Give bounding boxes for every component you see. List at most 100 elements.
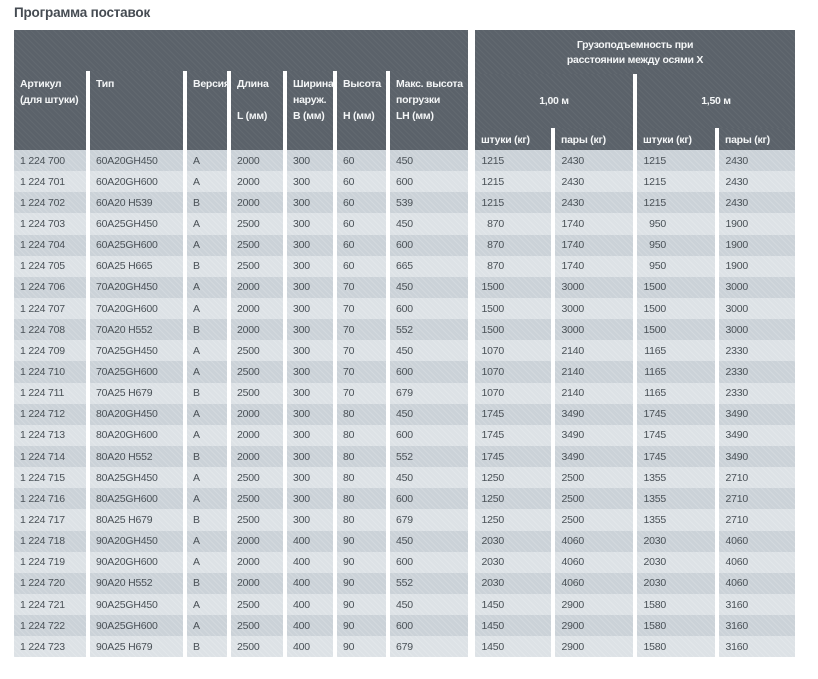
table-cell: 300 [287, 509, 333, 531]
table-cell: 2900 [555, 593, 633, 616]
table-cell: 1900 [719, 255, 795, 277]
table-cell: 2430 [719, 150, 795, 172]
table-cell: 2900 [555, 636, 633, 658]
table-cell: 1500 [475, 297, 551, 320]
table-cell: 1450 [475, 615, 551, 637]
table-cell: 80 [337, 445, 386, 468]
table-cell: 80A25 H679 [90, 509, 183, 531]
table-cell: 950 [637, 234, 715, 256]
table-cell: 70A20GH600 [90, 297, 183, 320]
table-cell: 1 224 709 [14, 340, 86, 362]
table-cell: 1 224 705 [14, 255, 86, 277]
cell-value: 1165 [644, 344, 666, 357]
table-cell: 1580 [637, 615, 715, 637]
cell-value: 1070 [481, 365, 504, 378]
cell-value: 2430 [725, 196, 748, 209]
table-cell: 400 [287, 593, 333, 616]
table-cell: 3160 [719, 636, 795, 658]
col-header-line: Тип [96, 78, 115, 90]
table-cell: 1165 [637, 361, 715, 383]
table-cell: B [187, 382, 227, 404]
table-cell: B [187, 192, 227, 214]
table-cell: 1 224 708 [14, 319, 86, 341]
table-cell: 90 [337, 551, 386, 573]
table-cell: 1 224 719 [14, 551, 86, 573]
cell-value: 2710 [725, 492, 748, 505]
cell-value: 1215 [643, 175, 666, 188]
cell-value: 2500 [561, 471, 584, 484]
table-cell: 300 [287, 276, 333, 298]
table-cell: 60A20 H539 [90, 192, 183, 214]
table-cell: 90 [337, 530, 386, 552]
table-cell: 1 224 716 [14, 488, 86, 510]
table-cell: 870 [475, 255, 551, 277]
table-cell: 3490 [555, 403, 633, 425]
table-cell: 679 [390, 509, 468, 531]
table-cell: A [187, 234, 227, 256]
table-cell: 1 224 721 [14, 593, 86, 616]
table-cell: 1500 [475, 276, 551, 298]
table-cell: 4060 [719, 572, 795, 594]
table-cell: 600 [390, 234, 468, 256]
table-cell: 600 [390, 424, 468, 446]
table-cell: 665 [390, 255, 468, 277]
table-cell: 2500 [231, 361, 283, 383]
subcol-header-pairs-kg: пары (кг) [555, 128, 633, 150]
cell-value: 4060 [725, 556, 748, 569]
table-cell: 4060 [555, 530, 633, 552]
table-cell: 60 [337, 192, 386, 214]
cell-value: 3490 [725, 429, 748, 442]
table-cell: 300 [287, 319, 333, 341]
table-cell: A [187, 150, 227, 172]
cell-value: 2900 [561, 598, 584, 611]
table-cell: 3160 [719, 615, 795, 637]
cell-value: 1745 [643, 429, 666, 442]
table-cell: 3160 [719, 593, 795, 616]
cell-value: 2330 [725, 365, 748, 378]
table-cell: 600 [390, 171, 468, 193]
table-cell: 70A20 H552 [90, 319, 183, 341]
table-cell: B [187, 636, 227, 658]
cell-value: 1580 [643, 640, 666, 653]
left-section: Артикул (для штуки) Тип Версия Длина L (мм) Ши… [14, 30, 468, 658]
cell-value: 1740 [561, 217, 584, 230]
table-cell: 1 224 723 [14, 636, 86, 658]
cell-value: 1900 [725, 260, 748, 273]
col-header-line: Высота [343, 78, 382, 90]
cell-value: 1215 [481, 154, 504, 167]
table-cell: 2500 [231, 467, 283, 489]
col-header-unit: B (мм) [293, 110, 325, 122]
table-cell: 1740 [555, 234, 633, 256]
table-cell: 2000 [231, 150, 283, 172]
cell-value: 3490 [725, 450, 748, 463]
table-cell: 300 [287, 234, 333, 256]
table-cell: 1250 [475, 488, 551, 510]
table-cell: 1900 [719, 213, 795, 235]
table-cell: 450 [390, 593, 468, 616]
table-cell: 2030 [637, 530, 715, 552]
table-cell: 870 [475, 213, 551, 235]
cell-value: 1745 [643, 408, 666, 421]
table-cell: 2710 [719, 467, 795, 489]
table-cell: 1 224 712 [14, 403, 86, 425]
table-cell: 300 [287, 340, 333, 362]
table-cell: 300 [287, 361, 333, 383]
table-cell: 70A20GH450 [90, 276, 183, 298]
table-cell: B [187, 319, 227, 341]
table-cell: B [187, 445, 227, 468]
cell-value: 1250 [481, 513, 504, 526]
cell-value: 1450 [481, 598, 504, 611]
table-cell: 1070 [475, 361, 551, 383]
table-cell: A [187, 467, 227, 489]
cell-value: 1215 [481, 196, 504, 209]
cell-value: 3490 [725, 408, 748, 421]
table-cell: 90A20GH600 [90, 551, 183, 573]
table-cell: 80 [337, 509, 386, 531]
table-cell: 1250 [475, 467, 551, 489]
col-header-vysota: Высота H (мм) [337, 71, 386, 150]
cell-value: 1745 [643, 450, 666, 463]
table-cell: 1 224 703 [14, 213, 86, 235]
table-cell: 2430 [719, 192, 795, 214]
table-cell: 90 [337, 636, 386, 658]
table-cell: 2430 [719, 171, 795, 193]
